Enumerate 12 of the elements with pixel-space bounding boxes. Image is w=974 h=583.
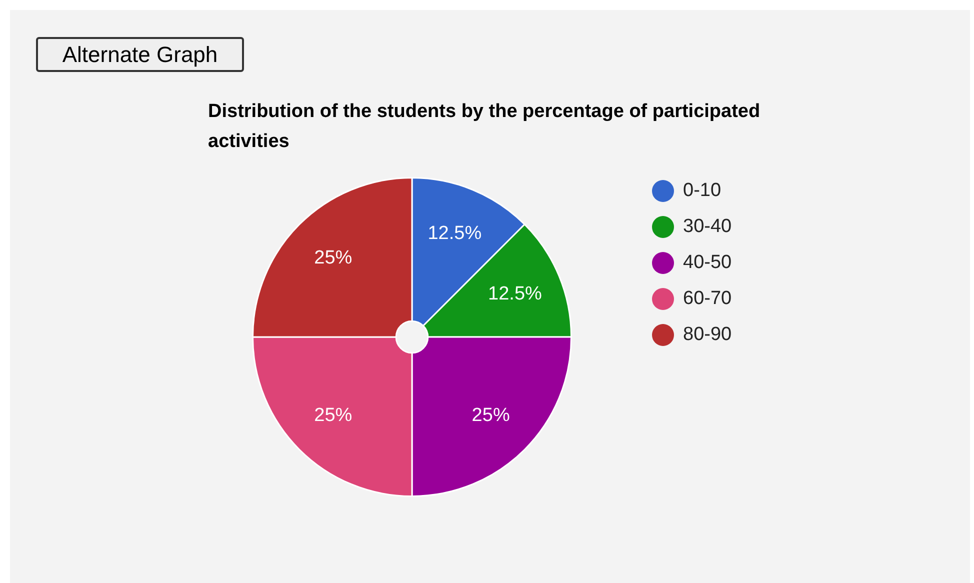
chart-title: Distribution of the students by the percentage of participated activities xyxy=(208,100,762,154)
text: Alternate Graph xyxy=(36,37,244,72)
legend-label: 60-70 xyxy=(683,288,732,310)
data-label: 25% xyxy=(314,247,352,268)
data-label: 25% xyxy=(314,405,352,426)
legend-label: 0-10 xyxy=(683,180,722,202)
legend-label: 40-50 xyxy=(683,252,732,274)
data-label: 12.5% xyxy=(428,223,482,244)
data-label: 12.5% xyxy=(488,284,542,305)
data-label: 25% xyxy=(472,405,510,426)
legend-label: 30-40 xyxy=(683,216,732,238)
legend-label: 80-90 xyxy=(683,324,732,346)
